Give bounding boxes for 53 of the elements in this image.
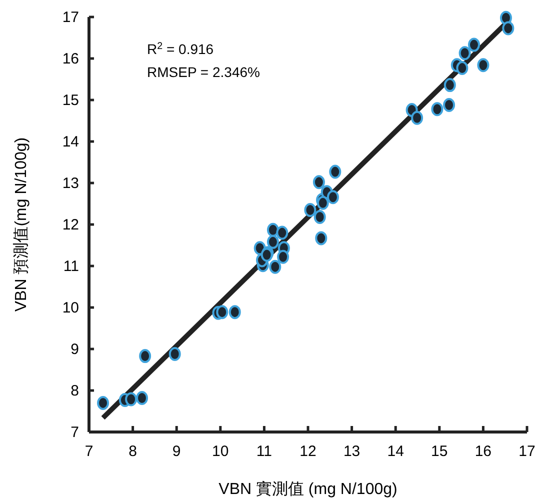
y-tick-label: 9: [70, 341, 79, 358]
point: [139, 349, 152, 364]
point: [312, 175, 325, 190]
annotation: RMSEP = 2.346%: [147, 64, 260, 80]
y-axis-title: VBN 預測值(mg N/100g): [12, 137, 30, 312]
point: [443, 98, 456, 112]
x-tick-label: 8: [128, 443, 137, 460]
x-tick-label: 15: [431, 443, 448, 460]
x-tick-label: 11: [256, 443, 272, 460]
point: [266, 234, 279, 249]
point: [315, 231, 328, 246]
point: [502, 21, 514, 36]
point: [314, 210, 326, 224]
point: [216, 305, 228, 320]
y-tick-label: 16: [62, 50, 79, 68]
point: [277, 250, 290, 264]
point: [444, 78, 456, 92]
x-tick-label: 9: [172, 443, 181, 460]
x-tick-label: 17: [518, 443, 536, 460]
point: [411, 110, 424, 125]
point: [125, 392, 138, 406]
annotation: R$^{2}$ = 0.916: [147, 40, 214, 57]
point: [304, 202, 316, 217]
y-tick-label: 13: [62, 175, 79, 192]
y-tick-label: 10: [62, 300, 79, 316]
y-tick-label: 7: [70, 424, 79, 441]
point: [326, 190, 339, 204]
y-tick-label: 11: [63, 258, 79, 275]
point: [329, 164, 342, 179]
x-tick-label: 13: [343, 443, 360, 460]
x-axis-title: VBN 實測值 (mg N/100g): [218, 480, 398, 498]
point: [431, 102, 444, 116]
point: [269, 260, 282, 274]
point: [458, 46, 471, 60]
point: [456, 61, 468, 76]
y-tick-label: 8: [70, 382, 79, 400]
x-tick-label: 12: [300, 443, 316, 460]
point: [477, 58, 490, 72]
point: [97, 396, 110, 410]
x-tick-label: 16: [474, 443, 492, 460]
point: [228, 305, 241, 320]
y-tick-label: 14: [62, 134, 79, 150]
y-tick-label: 17: [62, 9, 79, 26]
point: [276, 226, 288, 240]
point: [136, 390, 148, 405]
point: [468, 38, 480, 52]
x-tick-label: 7: [84, 443, 94, 460]
x-tick-label: 14: [387, 443, 404, 460]
y-tick-label: 12: [62, 216, 79, 234]
point: [316, 196, 329, 210]
point: [168, 346, 181, 361]
x-tick-label: 10: [212, 443, 229, 460]
y-tick-label: 15: [62, 92, 79, 109]
